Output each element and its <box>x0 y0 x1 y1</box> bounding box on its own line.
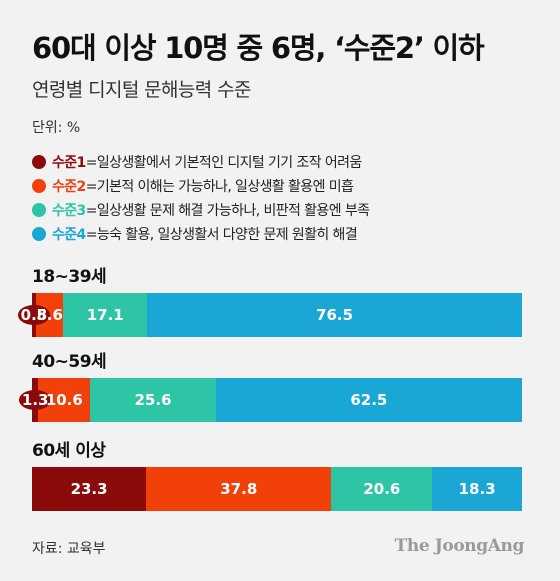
bar-segment-level1: 23.3 <box>32 467 147 511</box>
legend-description: =능숙 활용, 일상생활서 다양한 문제 원활히 해결 <box>85 227 358 243</box>
legend-level-label: 수준1 <box>52 155 86 171</box>
bar-value-label: 76.5 <box>316 306 354 324</box>
category-label-60-plus: 60세 이상 <box>32 441 106 461</box>
bar-segment-level1: 0.8 <box>17 293 51 337</box>
bar-segment-level2: 10.6 <box>38 378 91 422</box>
legend: 수준1 =일상생활에서 기본적인 디지털 기기 조작 어려움 수준2 =기본적 … <box>32 150 370 246</box>
category-label-18-39: 18~39세 <box>32 267 107 287</box>
legend-item-level2: 수준2 =기본적 이해는 가능하나, 일상생활 활용엔 미흡 <box>32 174 369 198</box>
legend-swatch-level1 <box>32 155 46 169</box>
bar-segment-level1: 1.3 <box>18 378 52 422</box>
legend-level-label: 수준4 <box>52 227 86 243</box>
legend-item-level3: 수준3 =일상생활 문제 해결 가능하나, 비판적 활용엔 부족 <box>32 198 370 222</box>
legend-level-label: 수준2 <box>52 179 86 195</box>
bar-segment-level2: 5.6 <box>35 293 64 337</box>
bar-value-label: 37.8 <box>220 480 258 498</box>
bar-value-label: 25.6 <box>134 391 172 409</box>
chart-subtitle: 연령별 디지털 문해능력 수준 <box>32 79 251 101</box>
bar-segment-level3: 17.1 <box>63 293 148 337</box>
bar-value-label: 0.8 <box>17 305 51 325</box>
legend-swatch-level4 <box>32 227 46 241</box>
bar-value-label: 10.6 <box>45 391 83 409</box>
legend-swatch-level3 <box>32 203 46 217</box>
bar-value-label: 17.1 <box>86 306 124 324</box>
brand-logo: The JoongAng <box>394 536 525 556</box>
bar-segment-level4: 18.3 <box>432 467 522 511</box>
legend-item-level4: 수준4 =능숙 활용, 일상생활서 다양한 문제 원활히 해결 <box>32 222 369 246</box>
bar-value-label: 23.3 <box>70 480 108 498</box>
category-label-40-59: 40~59세 <box>32 352 107 372</box>
bar-value-label: 18.3 <box>458 480 496 498</box>
bar-segment-level3: 20.6 <box>331 467 433 511</box>
bar-row-40-59: 1.3 10.6 25.6 62.5 <box>18 378 522 422</box>
legend-description: =일상생활에서 기본적인 디지털 기기 조작 어려움 <box>85 155 363 171</box>
legend-item-level1: 수준1 =일상생활에서 기본적인 디지털 기기 조작 어려움 <box>32 150 369 174</box>
bar-segment-level2: 37.8 <box>146 467 332 511</box>
bar-value-label: 1.3 <box>18 390 52 410</box>
bar-value-label: 20.6 <box>363 480 401 498</box>
bar-value-label: 5.6 <box>36 306 63 324</box>
bar-segment-level4: 62.5 <box>215 378 522 422</box>
bar-segment-level4: 76.5 <box>147 293 522 337</box>
legend-description: =일상생활 문제 해결 가능하나, 비판적 활용엔 부족 <box>85 203 370 219</box>
legend-description: =기본적 이해는 가능하나, 일상생활 활용엔 미흡 <box>85 179 354 195</box>
bar-row-60-plus: 23.3 37.8 20.6 18.3 <box>32 467 522 511</box>
chart-title: 60대 이상 10명 중 6명, ‘수준2’ 이하 <box>32 31 485 65</box>
legend-level-label: 수준3 <box>52 203 86 219</box>
bar-segment-level3: 25.6 <box>90 378 216 422</box>
bar-row-18-39: 0.8 5.6 17.1 76.5 <box>17 293 522 337</box>
bar-value-label: 62.5 <box>350 391 388 409</box>
source-note: 자료: 교육부 <box>32 541 106 557</box>
unit-label: 단위: % <box>32 120 81 136</box>
legend-swatch-level2 <box>32 179 46 193</box>
